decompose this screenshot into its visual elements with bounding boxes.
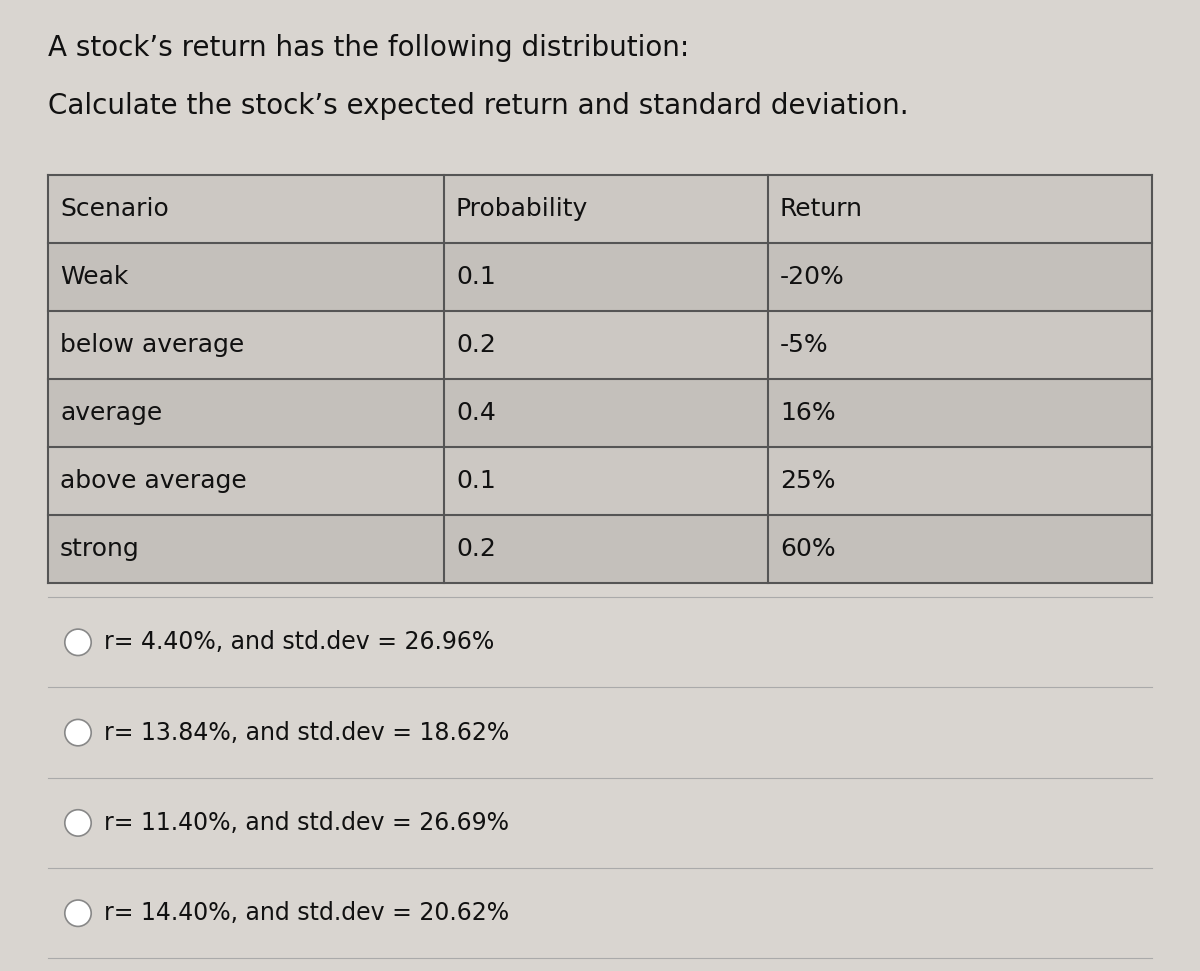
Text: r= 4.40%, and std.dev = 26.96%: r= 4.40%, and std.dev = 26.96% [104, 630, 494, 654]
Text: -20%: -20% [780, 265, 845, 288]
Text: 25%: 25% [780, 469, 835, 492]
Text: A stock’s return has the following distribution:: A stock’s return has the following distr… [48, 34, 689, 62]
Text: 60%: 60% [780, 537, 835, 560]
Text: r= 14.40%, and std.dev = 20.62%: r= 14.40%, and std.dev = 20.62% [104, 901, 510, 925]
Text: 0.1: 0.1 [456, 265, 496, 288]
Text: above average: above average [60, 469, 247, 492]
Text: average: average [60, 401, 162, 424]
Text: strong: strong [60, 537, 139, 560]
Text: 16%: 16% [780, 401, 835, 424]
Text: Return: Return [780, 197, 863, 220]
Text: r= 13.84%, and std.dev = 18.62%: r= 13.84%, and std.dev = 18.62% [104, 720, 510, 745]
Text: -5%: -5% [780, 333, 829, 356]
Text: Scenario: Scenario [60, 197, 169, 220]
Text: below average: below average [60, 333, 245, 356]
Text: 0.2: 0.2 [456, 537, 496, 560]
Text: 0.4: 0.4 [456, 401, 496, 424]
Text: Probability: Probability [456, 197, 588, 220]
Text: 0.2: 0.2 [456, 333, 496, 356]
Text: Weak: Weak [60, 265, 128, 288]
Text: 0.1: 0.1 [456, 469, 496, 492]
Text: r= 11.40%, and std.dev = 26.69%: r= 11.40%, and std.dev = 26.69% [104, 811, 509, 835]
Text: Calculate the stock’s expected return and standard deviation.: Calculate the stock’s expected return an… [48, 92, 908, 120]
